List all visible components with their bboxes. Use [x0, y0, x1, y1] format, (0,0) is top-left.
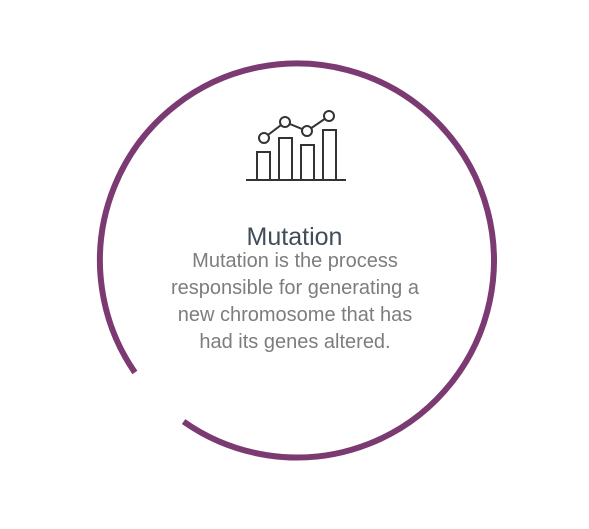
chart-point — [323, 110, 335, 122]
chart-point — [279, 116, 291, 128]
chart-bar — [278, 137, 293, 181]
card-description: Mutation is the process responsible for … — [171, 250, 419, 353]
chart-bar — [256, 151, 271, 181]
chart-trend-line — [263, 115, 330, 139]
chart-point — [301, 125, 313, 137]
chart-bar — [300, 144, 315, 181]
chart-point — [258, 132, 270, 144]
chart-trend-icon — [246, 110, 346, 181]
ring-arc — [96, 60, 497, 461]
card-title: Mutation — [246, 223, 343, 251]
chart-bar — [322, 129, 337, 181]
